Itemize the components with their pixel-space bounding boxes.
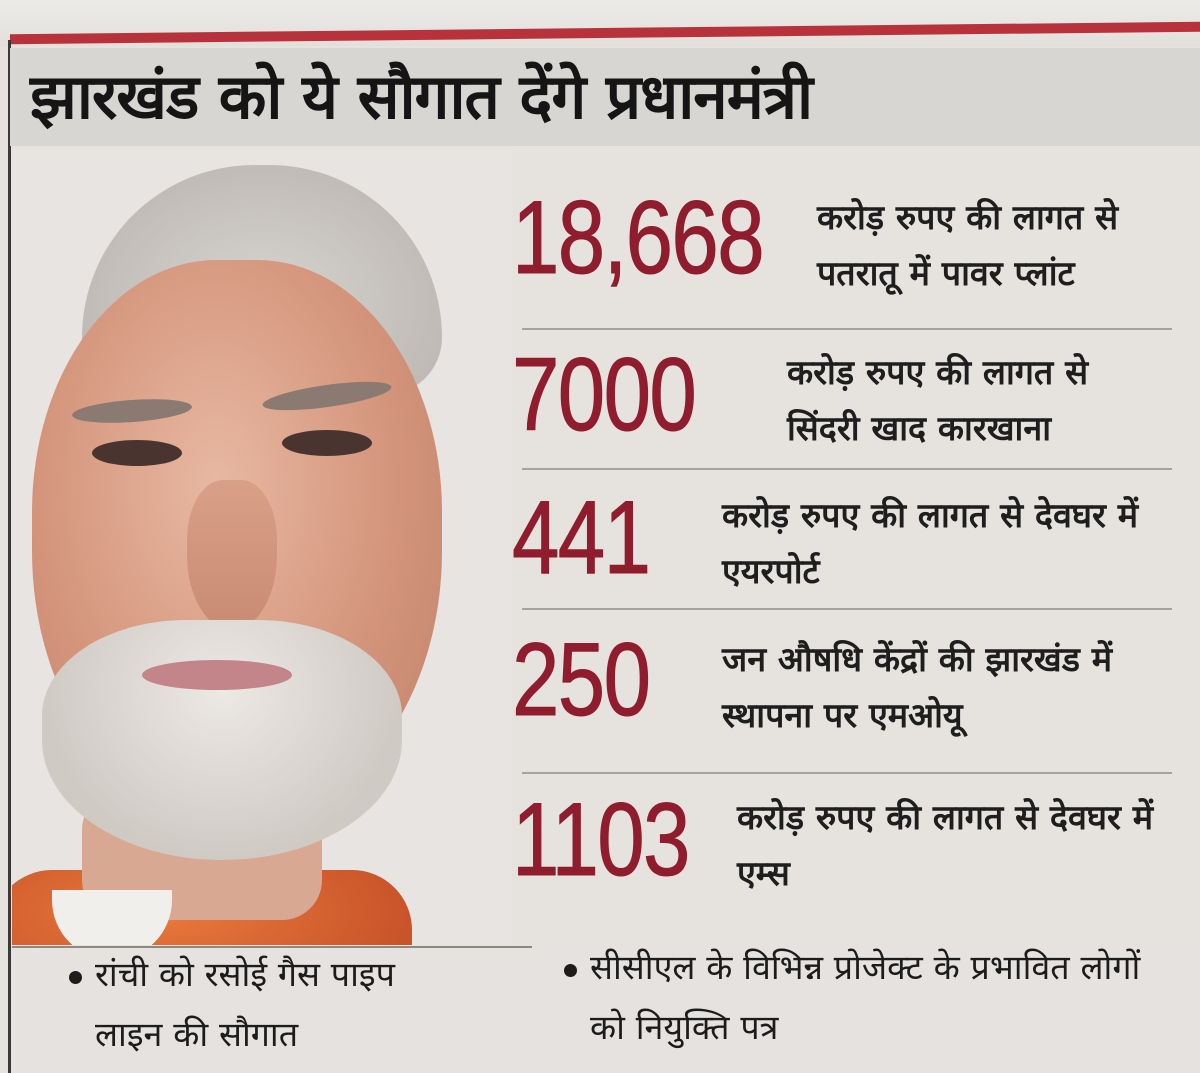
bullet-line1: सीसीएल के विभिन्न प्रोजेक्ट के प्रभावित …	[590, 948, 1141, 988]
stat-desc-line1: करोड़ रुपए की लागत से देवघर में	[722, 496, 1139, 536]
bullet-line1: रांची को रसोई गैस पाइप	[95, 955, 395, 995]
bullet-item: रांची को रसोई गैस पाइप लाइन की सौगात	[69, 945, 395, 1065]
left-border	[8, 40, 11, 1073]
stat-desc-line1: करोड़ रुपए की लागत से	[817, 198, 1119, 238]
stat-desc-line1: करोड़ रुपए की लागत से	[787, 353, 1089, 393]
portrait-beard	[42, 620, 402, 860]
bullet-dot-icon	[564, 964, 577, 977]
stat-number: 250	[512, 622, 652, 739]
red-rule	[10, 21, 1200, 45]
headline: झारखंड को ये सौगात देंगे प्रधानमंत्री	[30, 60, 813, 133]
stat-number: 1103	[512, 782, 691, 899]
bullet-line2: को नियुक्ति पत्र	[590, 1008, 779, 1048]
bullet-dot-icon	[69, 971, 82, 984]
top-border	[0, 0, 1200, 46]
portrait-photo	[12, 150, 512, 950]
stat-desc-line1: करोड़ रुपए की लागत से देवघर में	[737, 798, 1154, 838]
stat-desc-line2: पतरातू में पावर प्लांट	[817, 254, 1075, 294]
bottom-band	[12, 945, 1200, 1073]
stat-desc-line2: सिंदरी खाद कारखाना	[787, 409, 1052, 449]
stat-desc-line1: जन औषधि केंद्रों की झारखंड में	[722, 640, 1113, 680]
bullet-item: सीसीएल के विभिन्न प्रोजेक्ट के प्रभावित …	[564, 938, 1141, 1058]
bullet-line2: लाइन की सौगात	[95, 1015, 299, 1055]
stat-number: 18,668	[512, 180, 765, 297]
stat-desc-line2: एयरपोर्ट	[722, 552, 820, 592]
stat-desc-line2: स्थापना पर एमओयू	[722, 696, 963, 736]
stat-desc-line2: एम्स	[737, 854, 790, 894]
stat-number: 441	[512, 480, 652, 597]
stat-divider	[522, 468, 1172, 470]
stat-divider	[522, 608, 1172, 610]
stat-divider	[522, 328, 1172, 330]
headline-band	[10, 48, 1200, 146]
stat-number: 7000	[512, 337, 698, 454]
stat-divider	[522, 772, 1172, 774]
bottom-divider	[12, 946, 532, 948]
